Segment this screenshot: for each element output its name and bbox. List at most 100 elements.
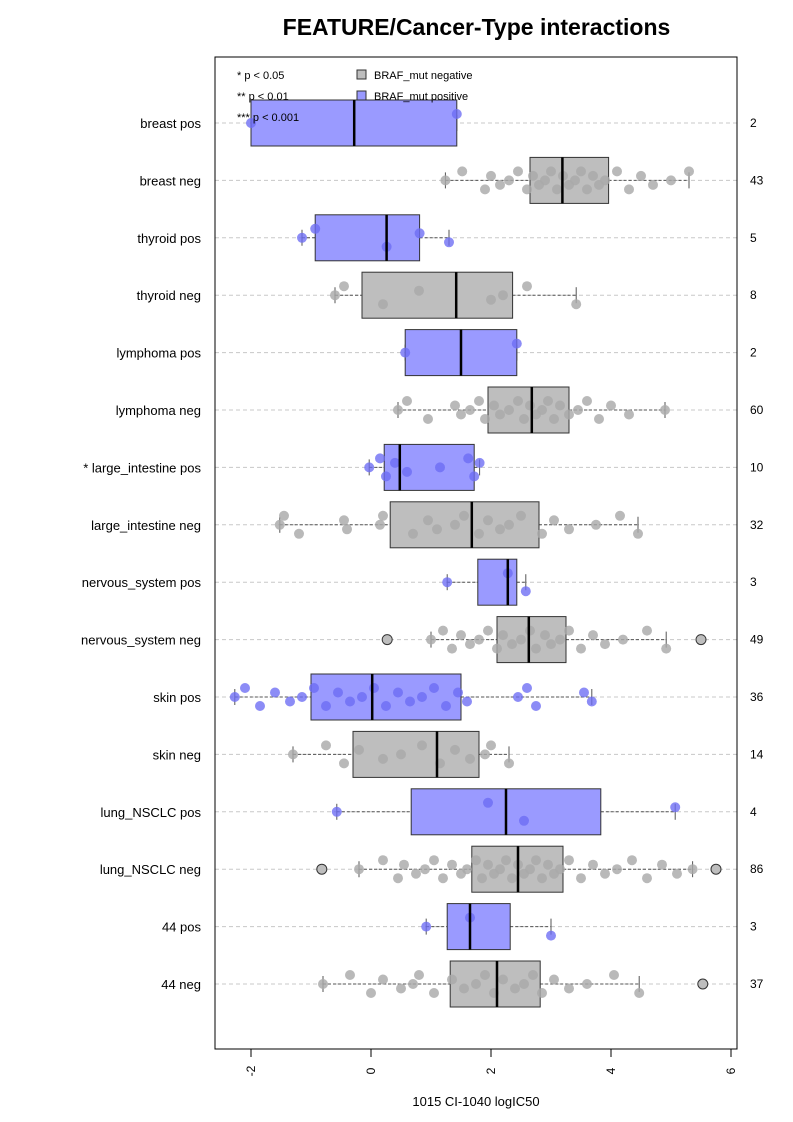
group-count: 3 — [750, 575, 757, 589]
data-point — [366, 988, 376, 998]
x-tick-label: 4 — [604, 1067, 618, 1074]
data-point — [633, 528, 643, 539]
group-label: lymphoma pos — [116, 346, 201, 361]
data-point — [474, 457, 485, 468]
data-point — [378, 510, 388, 521]
data-point — [495, 409, 505, 420]
data-point — [381, 471, 391, 482]
data-point — [456, 409, 466, 420]
data-point — [564, 983, 574, 994]
data-point — [486, 740, 496, 751]
legend-swatch — [356, 90, 367, 101]
data-point — [591, 519, 601, 530]
data-point — [339, 281, 349, 292]
data-point — [513, 396, 523, 406]
data-point — [609, 970, 619, 980]
data-point — [331, 806, 342, 817]
data-point — [579, 687, 589, 698]
group-label: large_intestine neg — [91, 518, 201, 533]
group-count: 8 — [750, 288, 757, 302]
outlier-point — [316, 863, 328, 875]
data-point — [463, 453, 474, 464]
data-point — [426, 634, 436, 645]
data-point — [586, 696, 597, 707]
group-count: 2 — [750, 116, 757, 130]
data-point — [442, 577, 453, 588]
data-point — [600, 639, 610, 650]
data-point — [309, 683, 319, 693]
data-point — [537, 528, 547, 539]
data-point — [480, 749, 490, 760]
data-point — [549, 515, 559, 526]
data-point — [369, 683, 379, 693]
data-point — [516, 634, 526, 645]
data-point — [255, 701, 265, 711]
data-point — [274, 519, 285, 530]
data-point — [636, 170, 646, 181]
data-point — [441, 701, 451, 711]
data-point — [465, 639, 475, 650]
data-point — [519, 414, 529, 424]
group-label: breast pos — [140, 116, 201, 131]
outlier-point — [381, 634, 393, 646]
group-label: thyroid neg — [137, 288, 201, 303]
data-point — [672, 868, 682, 879]
box — [361, 271, 514, 319]
data-point — [396, 983, 406, 994]
data-point — [687, 864, 698, 875]
data-point — [414, 970, 424, 980]
data-point — [378, 855, 388, 866]
data-point — [483, 515, 493, 526]
data-point — [288, 749, 298, 760]
group-label: 44 pos — [162, 920, 202, 935]
data-point — [408, 979, 418, 989]
data-point — [321, 740, 331, 751]
data-point — [345, 970, 355, 980]
data-point — [648, 179, 658, 190]
group-label: thyroid pos — [137, 231, 201, 246]
data-point — [400, 347, 411, 358]
data-point — [450, 400, 460, 411]
data-point — [511, 338, 522, 349]
legend-label: BRAF_mut positive — [374, 91, 468, 103]
data-point — [480, 414, 490, 424]
group-label: breast neg — [140, 173, 201, 188]
data-point — [546, 166, 556, 177]
data-point — [354, 864, 364, 875]
outlier-point — [695, 634, 707, 646]
data-point — [411, 868, 421, 879]
group-count: 32 — [750, 518, 764, 532]
data-point — [440, 175, 451, 186]
data-point — [417, 692, 427, 702]
box — [496, 616, 567, 664]
data-point — [447, 974, 457, 985]
data-point — [486, 170, 496, 181]
data-point — [555, 634, 565, 645]
data-point — [576, 643, 586, 654]
data-point — [378, 299, 388, 310]
data-point — [421, 921, 432, 932]
data-point — [429, 855, 439, 866]
data-point — [378, 974, 388, 985]
x-tick-label: 0 — [364, 1067, 378, 1074]
data-point — [451, 109, 462, 119]
data-point — [540, 630, 550, 641]
data-point — [330, 290, 340, 301]
data-point — [531, 855, 541, 866]
data-point — [576, 166, 586, 177]
data-point — [642, 625, 652, 636]
data-point — [606, 400, 616, 411]
data-point — [414, 228, 425, 239]
data-point — [670, 802, 681, 813]
data-point — [537, 405, 547, 415]
data-point — [396, 749, 406, 760]
data-point — [483, 859, 493, 870]
chart-title: FEATURE/Cancer-Type interactions — [282, 14, 671, 40]
data-point — [528, 170, 538, 181]
data-point — [522, 683, 532, 693]
data-point — [546, 639, 556, 650]
data-point — [588, 630, 598, 641]
data-point — [540, 175, 550, 186]
legend: * p < 0.05 ** p < 0.01 *** p < 0.001 BRAF_m… — [237, 69, 472, 124]
data-point — [549, 414, 559, 424]
